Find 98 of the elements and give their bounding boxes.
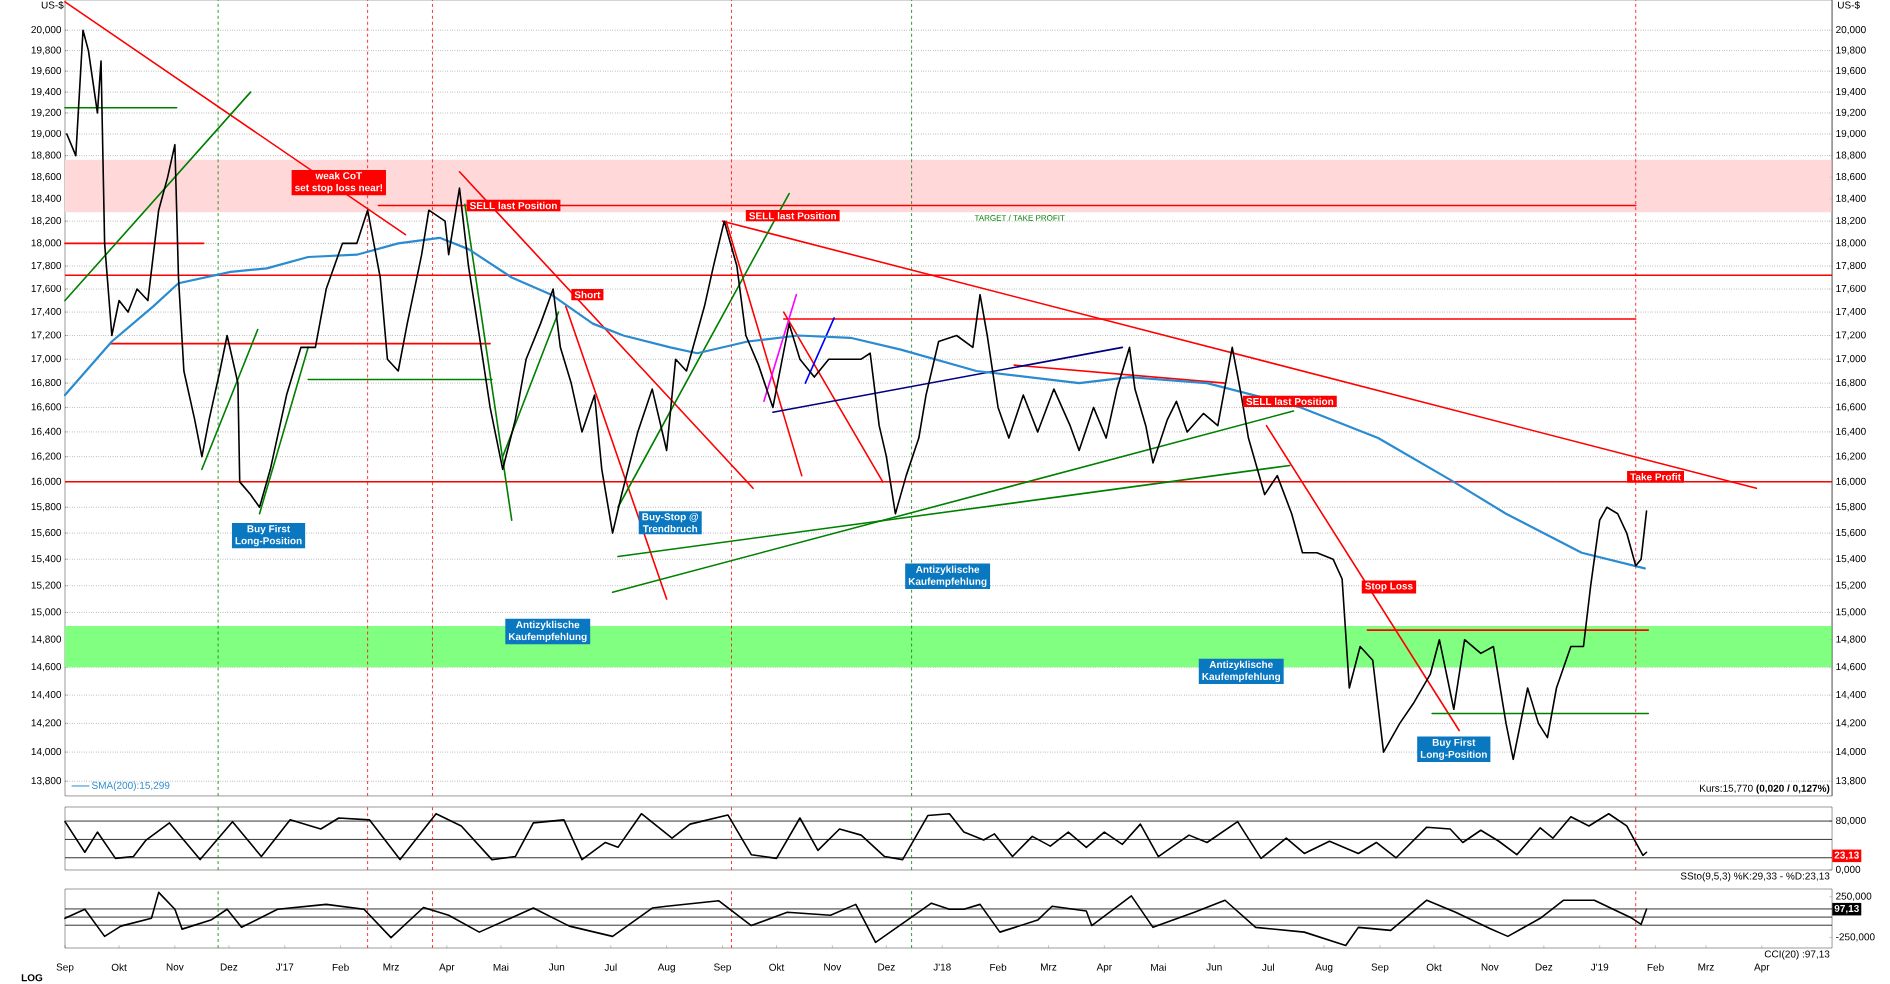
y-tick-label: 18,600 — [31, 173, 62, 182]
y-tick-label: 14,400 — [31, 690, 62, 700]
annotation: Buy First — [1432, 738, 1476, 748]
x-tick-label: Jul — [604, 963, 617, 971]
x-tick-label: Dez — [220, 963, 238, 971]
y-tick-label: 16,800 — [31, 378, 62, 388]
x-tick-label: Jun — [548, 963, 565, 971]
x-tick-label: Sep — [1371, 963, 1389, 973]
x-tick-label: Sep — [714, 963, 731, 973]
x-tick-label: Feb — [990, 963, 1007, 971]
y-tick-label: 19,200 — [31, 108, 62, 118]
y-tick-label: 17,800 — [31, 261, 62, 271]
annotation: set stop loss near! — [294, 183, 383, 194]
y-tick-label: 15,400 — [31, 555, 62, 564]
x-tick-label: Feb — [332, 963, 349, 971]
y-tick-label: 17,400 — [31, 307, 62, 317]
annotation: weak CoT — [315, 171, 363, 180]
annotation: TARGET / TAKE PROFIT — [974, 214, 1065, 221]
annotation: Long-Position — [235, 536, 302, 547]
annotation: Short — [574, 291, 601, 299]
y-tick-label: 13,800 — [31, 777, 62, 786]
y-tick-label: 19,000 — [31, 129, 62, 139]
x-tick-label: Apr — [1096, 963, 1112, 973]
y-tick-label: 19,600 — [31, 67, 62, 76]
x-tick-label: Okt — [1426, 963, 1442, 971]
x-tick-label: Nov — [166, 963, 184, 971]
x-tick-label: Sep — [56, 963, 74, 973]
y-tick-label: 18,800 — [31, 151, 62, 160]
annotation: Buy-Stop @ — [642, 513, 699, 523]
x-tick-label: Aug — [657, 963, 675, 973]
annotation: SELL last Position — [469, 201, 557, 210]
annotation: Take Profit — [1630, 473, 1681, 481]
x-tick-label: Nov — [824, 963, 842, 971]
annotation: SELL last Position — [1246, 397, 1334, 405]
x-tick-label: Mai — [493, 963, 509, 971]
y-tick-label: 16,600 — [31, 403, 62, 412]
annotation: Antizyklische — [516, 620, 580, 631]
annotation: 23,13 — [1834, 851, 1859, 861]
y-tick-label: 17,000 — [31, 355, 62, 364]
x-tick-label: Mai — [1151, 963, 1166, 971]
y-tick-label: 14,200 — [31, 719, 62, 728]
x-tick-label: Dez — [878, 963, 895, 971]
x-tick-label: Okt — [111, 963, 127, 971]
y-tick-label: 18,000 — [31, 239, 62, 248]
x-tick-label: Jul — [1262, 963, 1274, 971]
text: CCI(20) :97,13 — [1764, 950, 1830, 960]
text: SSto(9,5,3) %K:29,33 - %D:23,13 — [1680, 872, 1830, 882]
y-tick-label: 19,800 — [31, 46, 62, 55]
x-tick-label: Okt — [769, 963, 785, 971]
annotation: Kaufempfehlung — [908, 577, 987, 587]
text: LOG — [21, 974, 43, 982]
y-tick-label: 18,200 — [31, 217, 62, 226]
x-tick-label: Jun — [1206, 963, 1222, 971]
x-tick-label: Mrz — [1041, 963, 1057, 971]
annotation: Long-Position — [1420, 750, 1487, 760]
y-tick-label: 17,600 — [31, 284, 62, 294]
y-tick-label: 15,000 — [31, 608, 62, 617]
annotation: 97,13 — [1834, 904, 1859, 914]
y-tick-label: 16,000 — [31, 477, 62, 486]
annotation: Kurs:15,770 (0,020 / 0,127%) — [1700, 784, 1830, 794]
x-tick-label: Mrz — [383, 963, 399, 971]
annotation: Kaufempfehlung — [1202, 672, 1281, 683]
annotation: Antizyklische — [1209, 660, 1273, 671]
x-tick-label: J'19 — [1590, 963, 1609, 971]
y-tick-label: 250,000 — [1836, 892, 1872, 901]
y-tick-label: 15,200 — [31, 581, 62, 590]
annotation: Stop Loss — [1365, 582, 1413, 592]
y-tick-label: 19,400 — [31, 88, 62, 97]
y-tick-label: 15,600 — [31, 528, 62, 538]
y-tick-label: 16,400 — [31, 427, 62, 437]
x-tick-label: Aug — [1315, 963, 1333, 973]
x-tick-label: J'18 — [933, 963, 951, 971]
y-tick-label: 14,800 — [31, 635, 62, 644]
annotation: Antizyklische — [915, 565, 980, 575]
x-tick-label: J'17 — [275, 963, 294, 971]
y-tick-label: 80,000 — [1836, 816, 1866, 826]
legend-label: SMA(200):15,299 — [91, 781, 170, 791]
y-tick-label: 16,200 — [31, 452, 62, 461]
annotation: Buy First — [247, 524, 291, 535]
y-tick-label: 20,000 — [31, 26, 62, 35]
y-tick-label: 15,800 — [31, 503, 62, 512]
x-tick-label: Apr — [1754, 963, 1770, 973]
y-tick-label: 14,000 — [31, 747, 62, 757]
x-tick-label: Nov — [1481, 963, 1499, 971]
y-tick-label: 17,200 — [31, 331, 62, 340]
y-tick-label: 18,400 — [31, 194, 62, 204]
x-tick-label: Apr — [439, 963, 455, 973]
y-tick-label: -250,000 — [1836, 933, 1875, 942]
x-tick-label: Feb — [1647, 963, 1664, 971]
x-tick-label: Mrz — [1698, 963, 1714, 971]
y-tick-label: 0,000 — [1835, 865, 1861, 875]
x-tick-label: Dez — [1535, 963, 1553, 971]
annotation: Kaufempfehlung — [508, 632, 587, 643]
y-axis-title: US-$ — [41, 1, 64, 10]
y2-axis-title: US-$ — [1838, 1, 1860, 10]
annotation: SELL last Position — [749, 212, 836, 220]
y-tick-label: 14,600 — [31, 663, 62, 672]
annotation: Trendbruch — [642, 524, 698, 533]
